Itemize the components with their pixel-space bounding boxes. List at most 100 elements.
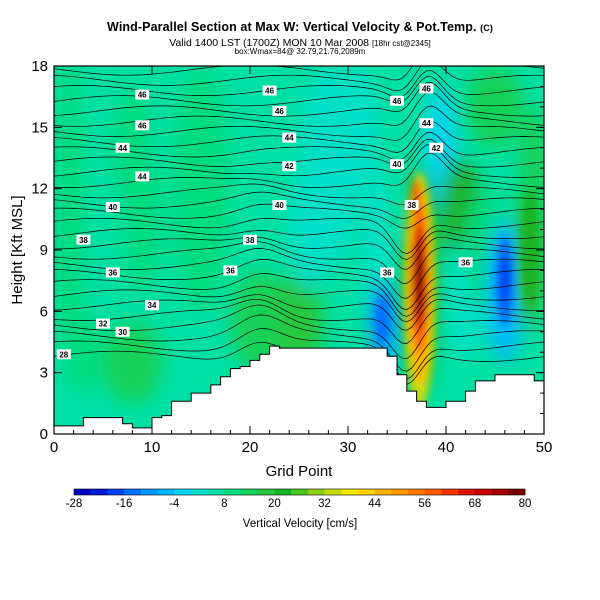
y-tick-label: 12: [31, 181, 48, 198]
contour-label: 46: [390, 95, 404, 106]
velocity-core-blob: [520, 188, 541, 312]
colorbar: -28 -16 -4 8 20 32 44 56 68 80: [66, 488, 532, 510]
isentrope-line: [54, 105, 544, 141]
isentrope-line: [54, 273, 544, 317]
contour-label-bg: [105, 267, 120, 278]
velocity-blob: [102, 321, 162, 404]
chart-sub-subtitle: box:Wmax=84@ 32.79,21.76,2089m: [234, 47, 366, 56]
colorbar-swatch: [424, 489, 442, 495]
isentrope-line: [54, 217, 544, 255]
contour-label-text: 36: [461, 258, 470, 267]
contour-label-bg: [56, 349, 71, 360]
contour-label-text: 44: [138, 172, 147, 181]
isentrope-line: [54, 328, 544, 380]
contour-label: 46: [135, 89, 150, 100]
contour-label: 40: [272, 200, 287, 211]
contour-label-bg: [96, 318, 110, 329]
colorbar-swatch: [508, 489, 526, 495]
isentrope-line: [54, 82, 544, 117]
contour-label: 44: [282, 132, 297, 143]
isentrope-line: [54, 66, 544, 81]
contour-label: 34: [145, 300, 159, 311]
contour-label: 46: [272, 105, 287, 116]
contour-label-text: 42: [432, 144, 441, 153]
y-tick-label: 9: [40, 242, 48, 259]
potential-temperature-contours: [54, 66, 544, 385]
velocity-blob: [289, 168, 329, 291]
velocity-blob: [338, 66, 378, 189]
contour-label: 46: [419, 83, 434, 94]
chart-subtitle-text: Valid 1400 LST (1700Z) MON 10 Mar 2008: [169, 37, 370, 49]
contour-label: 36: [223, 265, 238, 276]
y-tick-label: 6: [40, 303, 48, 320]
contour-label: 38: [243, 234, 257, 245]
contour-label-text: 28: [59, 350, 68, 359]
colorbar-swatch: [257, 489, 275, 495]
contour-label-bg: [272, 200, 287, 211]
colorbar-swatch: [307, 489, 325, 495]
contour-label: 42: [429, 142, 444, 153]
isentrope-line: [54, 183, 544, 206]
contour-label-text: 46: [393, 97, 402, 106]
contour-label-text: 32: [99, 320, 108, 329]
colorbar-swatch: [391, 489, 409, 495]
x-tick-label: 40: [438, 439, 455, 456]
contour-label: 38: [404, 200, 419, 211]
colorbar-swatch: [274, 489, 292, 495]
isentrope-line: [54, 203, 544, 229]
contour-label-bg: [404, 200, 419, 211]
isentrope-line: [54, 286, 544, 323]
colorbar-tick-label: 80: [519, 498, 532, 510]
isentrope-line: [54, 259, 544, 311]
contour-label: 36: [458, 257, 473, 268]
colorbar-swatch: [157, 489, 175, 495]
contour-label-bg: [145, 300, 159, 311]
contour-label-bg: [223, 265, 238, 276]
contour-label-text: 44: [118, 144, 127, 153]
isentrope-line: [54, 314, 544, 372]
isentrope-line: [54, 139, 544, 168]
colorbar-frame: [73, 488, 526, 496]
isentrope-line: [54, 191, 544, 219]
isentrope-line: [54, 304, 544, 359]
velocity-core-blob: [411, 178, 422, 220]
contour-label-bg: [135, 89, 150, 100]
contour-label: 46: [135, 120, 150, 130]
isentrope-line: [54, 241, 544, 284]
x-tick-label: 20: [242, 439, 259, 456]
contour-label-bg: [115, 326, 130, 337]
contour-label-text: 38: [407, 201, 416, 210]
colorbar-swatch: [474, 489, 492, 495]
colorbar-swatch: [408, 489, 426, 495]
contour-label-bg: [282, 161, 297, 172]
colorbar-swatch: [291, 489, 309, 495]
colorbar-swatch: [207, 489, 225, 495]
velocity-blob: [465, 66, 525, 148]
contour-label: 28: [56, 349, 71, 360]
colorbar-tick-label: -4: [169, 498, 180, 510]
contour-label-text: 30: [118, 328, 127, 337]
y-tick-label: 18: [31, 58, 48, 75]
contour-label-bg: [135, 171, 150, 182]
contour-label-text: 46: [138, 91, 147, 100]
isentrope-line: [54, 144, 544, 178]
contour-label: 46: [262, 85, 277, 96]
contour-label-text: 42: [285, 162, 294, 171]
colorbar-tick-label: 32: [318, 498, 331, 510]
contour-label-bg: [419, 83, 434, 94]
contour-label: 30: [115, 326, 130, 337]
chart-subtitle-suffix: [18hr cst@2345]: [371, 39, 431, 48]
contour-label-text: 34: [148, 301, 157, 310]
contour-label: 40: [105, 202, 120, 213]
y-tick-label: 3: [40, 365, 48, 382]
colorbar-tick-label: 56: [418, 498, 431, 510]
contour-label-text: 40: [275, 201, 284, 210]
contour-label-bg: [105, 202, 120, 213]
contour-label: 38: [76, 234, 91, 245]
y-tick-label: 15: [31, 119, 48, 136]
isentrope-line: [54, 228, 544, 260]
contour-label-bg: [419, 118, 434, 129]
colorbar-swatch: [441, 489, 459, 495]
contour-label-bg: [243, 234, 257, 245]
